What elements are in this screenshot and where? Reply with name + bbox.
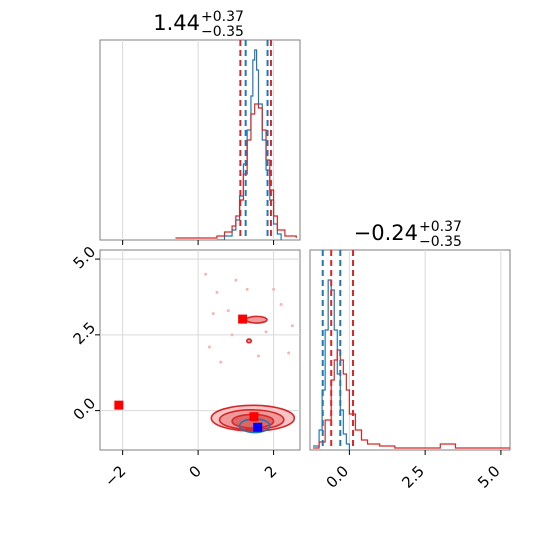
sample-point xyxy=(279,303,283,307)
x-tick-label: −2 xyxy=(101,462,129,490)
sample-point xyxy=(204,272,208,276)
sample-point xyxy=(287,351,291,355)
sample-point xyxy=(207,345,211,349)
x1-marginal-panel: 1.44 +0.37−0.35 xyxy=(99,9,301,245)
true-value-marker-blue xyxy=(253,422,263,432)
sample-point xyxy=(245,287,249,291)
sample-point xyxy=(272,287,276,291)
true-value-marker-red xyxy=(114,400,124,410)
sample-point xyxy=(256,354,260,358)
sample-point xyxy=(290,324,294,328)
panel-title: 1.44 xyxy=(153,11,200,35)
x-tick-label: 0 xyxy=(185,462,204,481)
x-tick-label: 2.5 xyxy=(398,462,428,492)
histogram-series-1 xyxy=(313,349,510,449)
sample-point xyxy=(230,333,234,337)
contour-island xyxy=(245,315,268,324)
sample-point xyxy=(234,278,238,282)
sample-point xyxy=(211,312,215,316)
contour-island xyxy=(245,338,253,344)
x-tick-label: 0.0 xyxy=(323,462,353,492)
true-value-marker-red xyxy=(249,412,259,422)
sample-point xyxy=(226,309,230,313)
x-tick-label: 5.0 xyxy=(474,462,504,492)
histogram-series-1 xyxy=(175,103,297,239)
title-lower-error: −0.35 xyxy=(201,24,244,40)
sample-point xyxy=(219,360,223,364)
x2-marginal-panel: −0.24 +0.37−0.35 0.0 2.5 5.0 xyxy=(309,219,511,492)
x-tick-label: 2 xyxy=(261,462,280,481)
joint-contour-panel: 0.0 2.5 5.0 −2 0 2 xyxy=(70,243,301,490)
title-upper-error: +0.37 xyxy=(201,9,244,25)
true-value-marker-red xyxy=(238,314,248,324)
sample-point xyxy=(264,330,268,334)
title-lower-error: −0.35 xyxy=(419,234,462,250)
y-tick-label: 0.0 xyxy=(70,394,100,424)
y-tick-label: 2.5 xyxy=(70,319,100,349)
panel-title: −0.24 xyxy=(354,221,418,245)
title-upper-error: +0.37 xyxy=(419,219,462,235)
sample-point xyxy=(215,290,219,294)
y-tick-label: 5.0 xyxy=(70,243,100,273)
